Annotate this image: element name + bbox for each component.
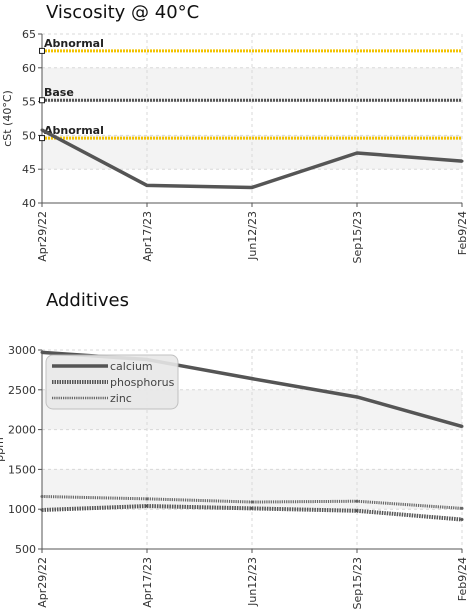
data-point	[250, 500, 254, 504]
grid-band	[42, 135, 462, 170]
data-point	[40, 350, 44, 354]
reference-marker	[39, 47, 45, 54]
x-tick-label: Sep15/23	[351, 557, 364, 609]
data-point	[145, 183, 149, 187]
series-line-zinc	[41, 494, 463, 510]
data-point	[145, 504, 149, 508]
data-point	[460, 424, 464, 428]
x-tick-label: Feb9/24	[456, 211, 469, 255]
legend-label: phosphorus	[110, 376, 175, 389]
y-tick-label: 40	[22, 197, 36, 210]
data-point	[355, 395, 359, 399]
y-tick-label: 2000	[8, 424, 36, 437]
series-line-calcium	[41, 350, 463, 429]
viscosity-chart: 40 45 50 55 60 65 Apr29/22 Apr17/23 Jun12/23 Sep1…	[1, 28, 469, 263]
data-point	[355, 151, 359, 155]
y-tick-label: 2500	[8, 384, 36, 397]
x-tick-label: Apr29/22	[36, 557, 49, 608]
y-tick-label: 60	[22, 62, 36, 75]
y-tick-label: 65	[22, 28, 36, 41]
series-line-phosphorus	[41, 504, 463, 522]
y-axis-label: ppm	[0, 437, 6, 462]
x-tick-label: Apr29/22	[36, 211, 49, 262]
reference-label: Abnormal	[44, 37, 104, 50]
grid-band	[42, 389, 462, 430]
legend-label: zinc	[110, 392, 132, 405]
x-tick-label: Jun12/23	[246, 557, 259, 607]
reference-label: Abnormal	[44, 124, 104, 137]
x-tick-label: Jun12/23	[246, 211, 259, 261]
data-point	[40, 508, 44, 512]
viscosity-chart-title: Viscosity @ 40°C	[46, 2, 200, 23]
data-point	[250, 377, 254, 381]
x-tick-label: Sep15/23	[351, 211, 364, 263]
y-tick-label: 45	[22, 163, 36, 176]
data-point	[40, 494, 44, 498]
y-tick-label: 1000	[8, 503, 36, 516]
data-point	[250, 506, 254, 510]
additives-chart-title: Additives	[46, 290, 130, 311]
data-point	[460, 506, 464, 510]
legend-box	[45, 354, 179, 410]
y-tick-label: 55	[22, 96, 36, 109]
y-tick-label: 50	[22, 129, 36, 142]
y-tick-label: 3000	[8, 344, 36, 357]
data-point	[250, 185, 254, 189]
data-point	[40, 128, 44, 132]
data-point	[460, 159, 464, 163]
data-point	[460, 518, 464, 522]
x-tick-label: Apr17/23	[141, 557, 154, 608]
x-tick-label: Feb9/24	[456, 557, 469, 601]
data-point	[145, 497, 149, 501]
grid-band	[42, 469, 462, 510]
data-point	[355, 509, 359, 513]
y-tick-label: 500	[15, 543, 36, 556]
data-point	[145, 358, 149, 362]
reference-marker	[39, 135, 45, 142]
reference-label: Base	[44, 86, 74, 99]
x-tick-label: Apr17/23	[141, 211, 154, 262]
y-axis-label: cSt (40°C)	[1, 90, 14, 147]
y-tick-label: 1500	[8, 463, 36, 476]
data-point	[355, 499, 359, 503]
legend-label: calcium	[110, 360, 153, 373]
legend: calcium phosphorus zinc	[45, 354, 179, 410]
reference-marker	[39, 97, 45, 104]
